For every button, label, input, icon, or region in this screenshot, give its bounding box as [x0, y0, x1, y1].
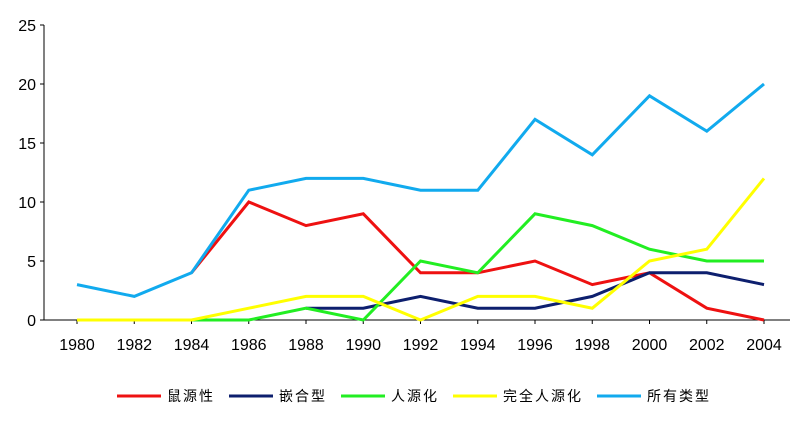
x-tick-label: 1994 [460, 337, 496, 354]
x-tick-label: 2004 [746, 337, 782, 354]
x-tick-label: 1988 [288, 337, 324, 354]
legend-label: 完全人源化 [503, 388, 583, 405]
legend-item-0: 鼠源性 [117, 389, 215, 405]
legend-label: 所有类型 [647, 389, 711, 405]
series-line-2 [191, 212, 764, 322]
x-tick-label: 1982 [116, 337, 152, 354]
x-tick-label: 1984 [174, 337, 210, 354]
series-line-4 [76, 82, 765, 298]
y-tick-label: 10 [18, 195, 36, 212]
y-tick-label: 20 [18, 77, 36, 94]
x-tick-label: 2002 [689, 337, 725, 354]
x-tick-label: 1996 [517, 337, 553, 354]
legend-label: 嵌合型 [279, 389, 327, 405]
series-layer [76, 82, 766, 322]
x-tick-label: 1986 [231, 337, 267, 354]
legend-item-4: 所有类型 [597, 389, 711, 405]
legend-label: 人源化 [391, 389, 439, 405]
legend-label: 鼠源性 [167, 389, 215, 405]
y-tick-label: 0 [27, 313, 36, 330]
series-line-3 [77, 177, 766, 322]
legend-item-2: 人源化 [341, 389, 439, 405]
x-tick-label: 1980 [59, 337, 95, 354]
series-line-1 [306, 271, 765, 310]
x-tick-label: 2000 [632, 337, 668, 354]
legend: 鼠源性 嵌合型 人源化 完全人源化 所有类型 [117, 388, 711, 405]
x-tick-label: 1992 [403, 337, 439, 354]
legend-item-3: 完全人源化 [453, 388, 583, 405]
legend-item-1: 嵌合型 [229, 389, 327, 405]
y-tick-label: 15 [18, 136, 36, 153]
y-tick-label: 5 [27, 254, 36, 271]
y-tick-label: 25 [18, 18, 36, 35]
axes: 0 5 10 15 20 25 1980 1982 1984 1986 1988 1990 1992 19… [18, 18, 790, 354]
x-tick-label: 1998 [574, 337, 610, 354]
x-tick-label: 1990 [345, 337, 381, 354]
